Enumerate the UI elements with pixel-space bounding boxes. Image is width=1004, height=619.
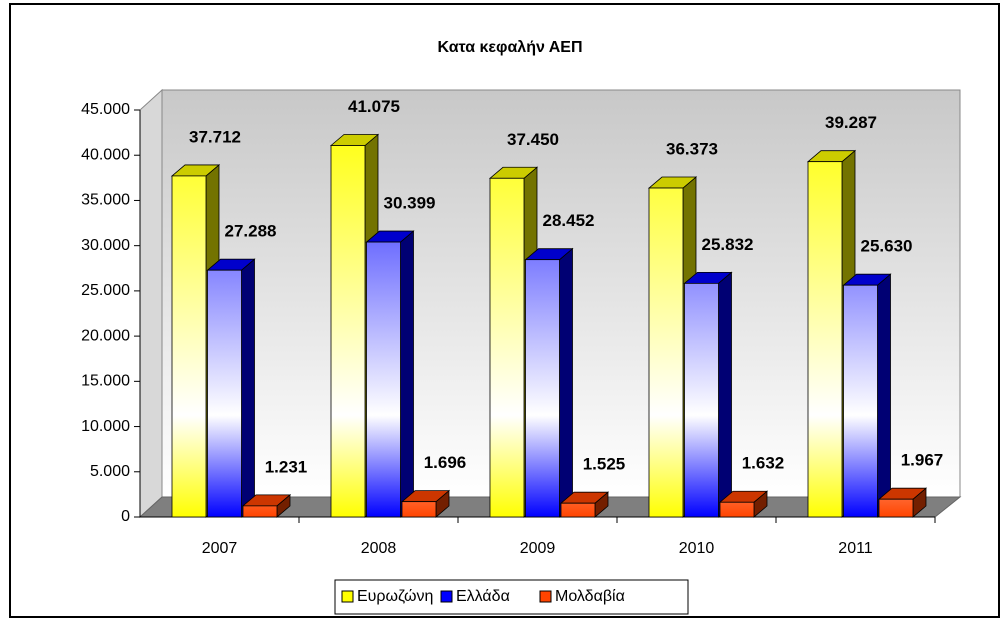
- y-tick-label: 15.000: [81, 373, 130, 390]
- data-label: 1.632: [742, 454, 785, 473]
- y-tick-label: 5.000: [90, 463, 130, 480]
- bar-side: [559, 247, 573, 518]
- data-label: 1.525: [583, 455, 626, 474]
- chart-title: Κατα κεφαλήν ΑΕΠ: [438, 39, 583, 56]
- data-label: 37.712: [189, 127, 241, 146]
- x-tick-label: 2009: [520, 540, 556, 557]
- data-label: 25.630: [861, 237, 913, 256]
- bar: [207, 269, 242, 518]
- data-label: 27.288: [225, 222, 277, 241]
- y-tick-label: 45.000: [81, 101, 130, 118]
- bar: [648, 187, 684, 518]
- y-tick-label: 0: [121, 508, 130, 525]
- bar: [843, 284, 878, 518]
- bar: [366, 241, 401, 518]
- legend-swatch: [341, 590, 354, 603]
- legend-label: Ελλάδα: [456, 588, 510, 605]
- bar: [171, 175, 207, 518]
- bar: [684, 282, 719, 518]
- bar-side: [718, 271, 732, 518]
- bar: [719, 501, 755, 518]
- y-tick-label: 30.000: [81, 237, 130, 254]
- data-label: 41.075: [348, 97, 400, 116]
- bar-side: [241, 258, 255, 518]
- bar-side: [877, 273, 891, 518]
- side-wall: [139, 88, 163, 519]
- bar: [242, 505, 278, 518]
- data-label: 25.832: [702, 235, 754, 254]
- bar: [525, 259, 560, 518]
- legend-swatch: [440, 590, 453, 603]
- legend-label: Ευρωζώνη: [357, 588, 433, 605]
- data-label: 1.231: [265, 457, 308, 476]
- x-tick-label: 2011: [838, 540, 873, 557]
- y-tick-label: 25.000: [81, 282, 130, 299]
- y-tick-label: 20.000: [81, 327, 130, 344]
- bar: [560, 502, 596, 518]
- y-tick-label: 40.000: [81, 146, 130, 163]
- bar: [330, 145, 366, 518]
- bar: [807, 161, 843, 518]
- data-label: 36.373: [666, 140, 718, 159]
- bar: [489, 177, 525, 518]
- x-tick-label: 2008: [361, 540, 397, 557]
- data-label: 1.696: [424, 453, 467, 472]
- data-label: 30.399: [384, 194, 436, 213]
- bar: [401, 501, 437, 518]
- data-label: 39.287: [825, 113, 877, 132]
- legend-label: Μολδαβία: [555, 588, 625, 605]
- x-tick-label: 2010: [679, 540, 715, 557]
- legend-swatch: [539, 590, 552, 603]
- y-tick-label: 35.000: [81, 192, 130, 209]
- data-label: 1.967: [901, 451, 944, 470]
- x-tick-label: 2007: [202, 540, 238, 557]
- legend: [334, 579, 689, 615]
- bar-side: [400, 230, 414, 518]
- y-tick-label: 10.000: [81, 418, 130, 435]
- data-label: 28.452: [543, 211, 595, 230]
- data-label: 37.450: [507, 130, 559, 149]
- bar: [878, 498, 914, 518]
